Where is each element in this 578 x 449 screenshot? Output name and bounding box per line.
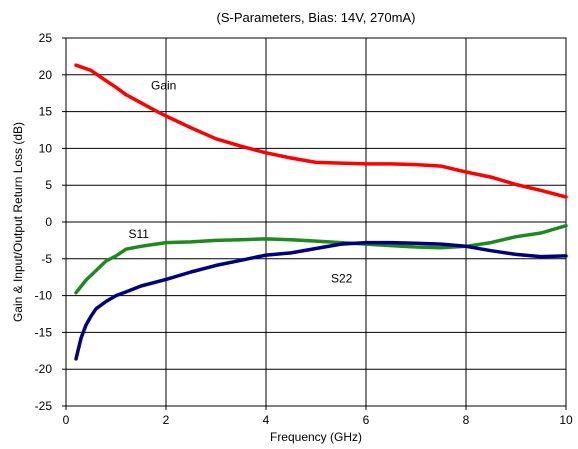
y-axis-title: Gain & Input/Output Return Loss (dB)	[11, 122, 25, 322]
x-tick-label: 6	[363, 413, 370, 427]
annotation-s11: S11	[129, 227, 150, 241]
series-line-s22	[74, 240, 568, 361]
y-tick-label: -5	[41, 252, 52, 266]
y-tick-label: 5	[45, 178, 52, 192]
y-tick-label: -15	[35, 325, 53, 339]
series-line-gain	[74, 63, 568, 199]
y-tick-label: -10	[35, 289, 53, 303]
y-tick-label: 25	[39, 31, 53, 45]
annotation-s22: S22	[331, 271, 353, 285]
x-tick-label: 8	[463, 413, 470, 427]
y-tick-label: -20	[35, 362, 53, 376]
y-tick-label: 10	[39, 141, 53, 155]
y-tick-label: 0	[45, 215, 52, 229]
chart-title: (S-Parameters, Bias: 14V, 270mA)	[217, 10, 416, 25]
y-tick-label: -25	[35, 399, 53, 413]
x-tick-label: 4	[263, 413, 270, 427]
annotation-gain: Gain	[151, 79, 176, 93]
x-tick-label: 10	[559, 413, 573, 427]
x-tick-label: 0	[63, 413, 70, 427]
annotations: Gain S11 S22	[129, 79, 353, 286]
y-tick-label: 20	[39, 68, 53, 82]
y-tick-label: 15	[39, 105, 53, 119]
axis-ticks: 0 2 4 6 8 10 -25 -20 -15 -10 -5 0 5 10 15 20 25	[35, 31, 573, 427]
x-tick-label: 2	[163, 413, 170, 427]
series-group	[74, 63, 568, 361]
grid	[65, 37, 567, 407]
x-axis-title: Frequency (GHz)	[270, 430, 362, 444]
